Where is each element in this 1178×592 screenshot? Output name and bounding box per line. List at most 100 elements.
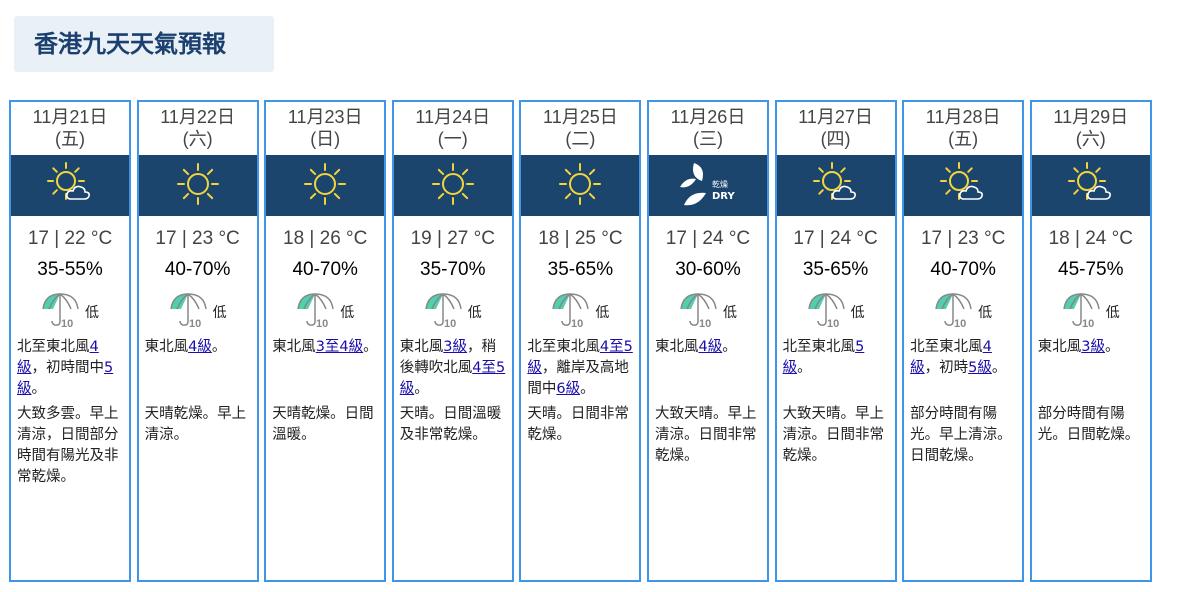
wind-force-link[interactable]: 5級 [17,360,114,397]
umbrella-icon: 10 [424,291,464,333]
wind-forecast: 北至東北風4至5級，離岸及高地間中6級。 [521,337,639,400]
wind-forecast: 東北風3至4級。 [266,337,384,400]
umbrella-icon: 10 [807,291,847,333]
rain-probability[interactable]: 10 低 [139,293,257,331]
humidity-range: 40-70% [164,259,231,280]
temperature-range: 17 | 24 °C [665,228,751,249]
dry-cn: 乾燥 [712,179,728,189]
rain-probability[interactable]: 10 低 [521,293,639,331]
wind-forecast: 北至東北風5級。 [777,337,895,400]
wind-forecast: 東北風4級。 [649,337,767,400]
date: 11月22日 [160,107,235,127]
date-header: 11月21日 (五) [11,102,129,155]
wind-force-link[interactable]: 5級 [968,360,992,376]
wind-text: 東北風 [272,339,316,355]
temperature-range: 17 | 23 °C [920,228,1006,249]
humidity-range: 30-60% [675,259,741,280]
psr-level: 低 [978,305,993,321]
weekday: (三) [692,129,723,149]
weather-icon-band [1031,155,1150,216]
forecast-day: 11月28日 (五) 17 | 23 °C 40-70% 10 低 北至東北風4級，… [902,100,1025,582]
wind-text: 北至東北風 [782,339,856,355]
wind-text: 。 [31,381,47,397]
wind-forecast: 東北風3級。 [1032,337,1150,400]
sun-cloud-icon [45,161,95,211]
weather-icon-band [266,155,385,216]
wind-text: 。 [722,339,737,355]
temperature-range: 18 | 24 °C [1048,228,1133,249]
wind-force-link[interactable]: 4至5級 [527,339,633,376]
rain-probability[interactable]: 10 低 [649,293,767,331]
dry-icon: 乾燥 DRY [676,159,740,213]
date-header: 11月22日 (六) [139,102,257,155]
rain-probability[interactable]: 10 低 [777,293,895,331]
date-header: 11月26日 (三) [649,102,767,155]
wind-text: 北至東北風 [910,339,983,355]
wind-force-link[interactable]: 4級 [910,339,992,376]
temperature-range: 17 | 23 °C [155,228,240,249]
psr-level: 低 [595,305,610,321]
svg-text:10: 10 [571,318,583,329]
umbrella-icon: 10 [296,291,336,333]
forecast-day: 11月21日 (五) 17 | 22 °C 35-55% 10 低 北至東北風4級，… [9,100,131,582]
wind-force-link[interactable]: 4級 [188,339,212,355]
rain-probability[interactable]: 10 低 [1032,293,1150,331]
wind-force-link[interactable]: 3至4級 [315,339,364,355]
wind-text: ，初時 [924,360,969,376]
weather-icon-band [521,155,640,216]
date: 11月28日 [925,107,1001,127]
humidity-range: 35-65% [547,259,614,280]
sun-icon [173,161,223,211]
sun-icon [428,161,478,211]
wind-force-link[interactable]: 3級 [443,339,468,355]
date-header: 11月23日 (日) [266,102,384,155]
weekday: (日) [310,129,341,149]
wind-force-link[interactable]: 4級 [17,339,99,376]
temperature-range: 18 | 25 °C [538,228,623,249]
rain-probability[interactable]: 10 低 [266,293,384,331]
forecast-day: 11月22日 (六) 17 | 23 °C 40-70% 10 低 東北風4級。 天… [136,100,259,582]
svg-text:10: 10 [954,318,966,329]
wind-force-link[interactable]: 3級 [1081,339,1105,355]
rain-probability[interactable]: 10 低 [904,293,1022,331]
wind-force-link[interactable]: 4級 [698,339,723,355]
rain-probability[interactable]: 10 低 [11,293,129,331]
umbrella-icon: 10 [934,291,974,333]
date: 11月27日 [798,107,873,127]
weekday: (四) [820,129,851,149]
wind-text: 東北風 [144,339,189,355]
forecast-day: 11月27日 (四) 17 | 24 °C 35-65% 10 低 北至東北風5級。… [774,100,897,582]
wind-force-link[interactable]: 4至5級 [399,360,506,397]
wind-text: 。 [991,360,1007,376]
forecast-day: 11月29日 (六) 18 | 24 °C 45-75% 10 低 東北風3級。 部… [1029,100,1152,582]
date: 11月21日 [32,107,108,127]
humidity-range: 40-70% [292,259,358,280]
wind-forecast: 東北風4級。 [139,337,257,400]
humidity-range: 45-75% [1058,259,1124,280]
humidity-range: 35-55% [37,259,103,280]
date-header: 11月27日 (四) [777,102,895,155]
umbrella-icon: 10 [1062,291,1102,333]
psr-level: 低 [850,305,865,321]
wind-text: 東北風 [1037,339,1082,355]
psr-level: 低 [340,305,355,321]
wind-force-link[interactable]: 6級 [556,381,581,397]
wind-text: ，稍後轉吹北風 [399,339,497,376]
wind-text: ，離岸及高地間中 [527,360,629,397]
psr-level: 低 [1105,305,1120,321]
weekday: (二) [565,129,596,149]
temperature-range: 17 | 24 °C [793,228,878,249]
date-header: 11月25日 (二) [521,102,639,155]
date: 11月24日 [415,107,491,127]
wind-text: 。 [580,381,595,397]
wind-force-link[interactable]: 5級 [782,339,865,376]
sun-cloud-icon [1066,161,1116,211]
wind-text: 。 [363,339,378,355]
wind-text: 。 [1104,339,1120,355]
svg-text:10: 10 [316,318,328,329]
rain-probability[interactable]: 10 低 [394,293,512,331]
date-header: 11月29日 (六) [1032,102,1150,155]
date: 11月25日 [543,107,618,127]
date-header: 11月24日 (一) [394,102,512,155]
weather-description: 部分時間有陽光。日間乾燥。 [1037,406,1140,443]
